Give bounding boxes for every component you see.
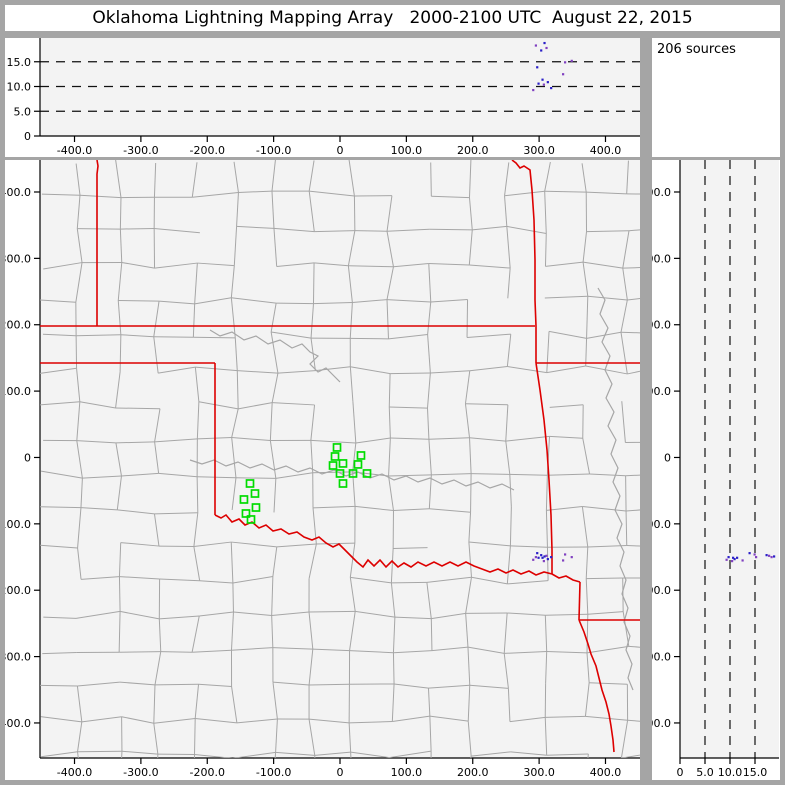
svg-text:200.0: 200.0 (457, 766, 489, 779)
svg-text:100.0: 100.0 (391, 766, 423, 779)
ew-altitude-panel: -400.0 -300.0 -200.0 -100.0 0 100.0 200.0 300.0… (5, 38, 640, 157)
svg-text:-400.0: -400.0 (5, 717, 31, 730)
svg-text:15.0: 15.0 (743, 766, 768, 779)
svg-text:400.0: 400.0 (5, 186, 31, 199)
ns-altitude-plot: 0 5.0 10.015.0 400.0 300.0 200.0 100.0 0 -100.0 -… (652, 160, 779, 779)
svg-text:100.0: 100.0 (652, 385, 671, 398)
svg-text:10.0: 10.0 (718, 766, 743, 779)
svg-text:0: 0 (337, 144, 344, 157)
svg-text:-300.0: -300.0 (5, 651, 31, 664)
svg-text:100.0: 100.0 (5, 385, 31, 398)
svg-text:5.0: 5.0 (696, 766, 714, 779)
svg-text:-400.0: -400.0 (652, 717, 671, 730)
svg-text:300.0: 300.0 (523, 144, 555, 157)
svg-text:-100.0: -100.0 (256, 766, 291, 779)
svg-text:-100.0: -100.0 (652, 518, 671, 531)
svg-text:0: 0 (337, 766, 344, 779)
svg-text:-100.0: -100.0 (5, 518, 31, 531)
svg-text:-200.0: -200.0 (190, 144, 225, 157)
source-count-panel: 206 sources (652, 38, 780, 157)
svg-text:10.0: 10.0 (7, 81, 32, 94)
source-count-text: 206 sources (657, 42, 736, 57)
svg-text:-200.0: -200.0 (190, 766, 225, 779)
svg-text:0: 0 (677, 766, 684, 779)
svg-text:200.0: 200.0 (457, 144, 489, 157)
svg-text:400.0: 400.0 (590, 144, 622, 157)
svg-text:-400.0: -400.0 (57, 144, 92, 157)
svg-text:200.0: 200.0 (5, 319, 31, 332)
svg-text:-100.0: -100.0 (256, 144, 291, 157)
svg-text:300.0: 300.0 (652, 252, 671, 265)
ns-altitude-panel: 0 5.0 10.015.0 400.0 300.0 200.0 100.0 0 -100.0 -… (652, 160, 780, 780)
svg-text:-200.0: -200.0 (652, 584, 671, 597)
title-bar: Oklahoma Lightning Mapping Array 2000-21… (5, 5, 780, 31)
svg-text:-300.0: -300.0 (123, 766, 158, 779)
svg-text:100.0: 100.0 (391, 144, 423, 157)
svg-text:200.0: 200.0 (652, 319, 671, 332)
svg-text:400.0: 400.0 (590, 766, 622, 779)
svg-text:-300.0: -300.0 (123, 144, 158, 157)
page-title: Oklahoma Lightning Mapping Array 2000-21… (92, 8, 693, 28)
svg-text:15.0: 15.0 (7, 56, 32, 69)
svg-text:0: 0 (24, 451, 31, 464)
svg-text:0: 0 (664, 451, 671, 464)
plan-view-plot: -400.0 -300.0 -200.0 -100.0 0 100.0 200.0 300.0… (5, 160, 640, 779)
svg-text:300.0: 300.0 (5, 252, 31, 265)
ew-altitude-plot: -400.0 -300.0 -200.0 -100.0 0 100.0 200.0 300.0… (7, 38, 640, 157)
svg-text:-200.0: -200.0 (5, 584, 31, 597)
svg-text:5.0: 5.0 (14, 105, 32, 118)
svg-text:-400.0: -400.0 (57, 766, 92, 779)
svg-text:300.0: 300.0 (523, 766, 555, 779)
svg-text:400.0: 400.0 (652, 186, 671, 199)
svg-text:-300.0: -300.0 (652, 651, 671, 664)
svg-text:0: 0 (24, 130, 31, 143)
plan-view-map-panel: -400.0 -300.0 -200.0 -100.0 0 100.0 200.0 300.0… (5, 160, 640, 780)
